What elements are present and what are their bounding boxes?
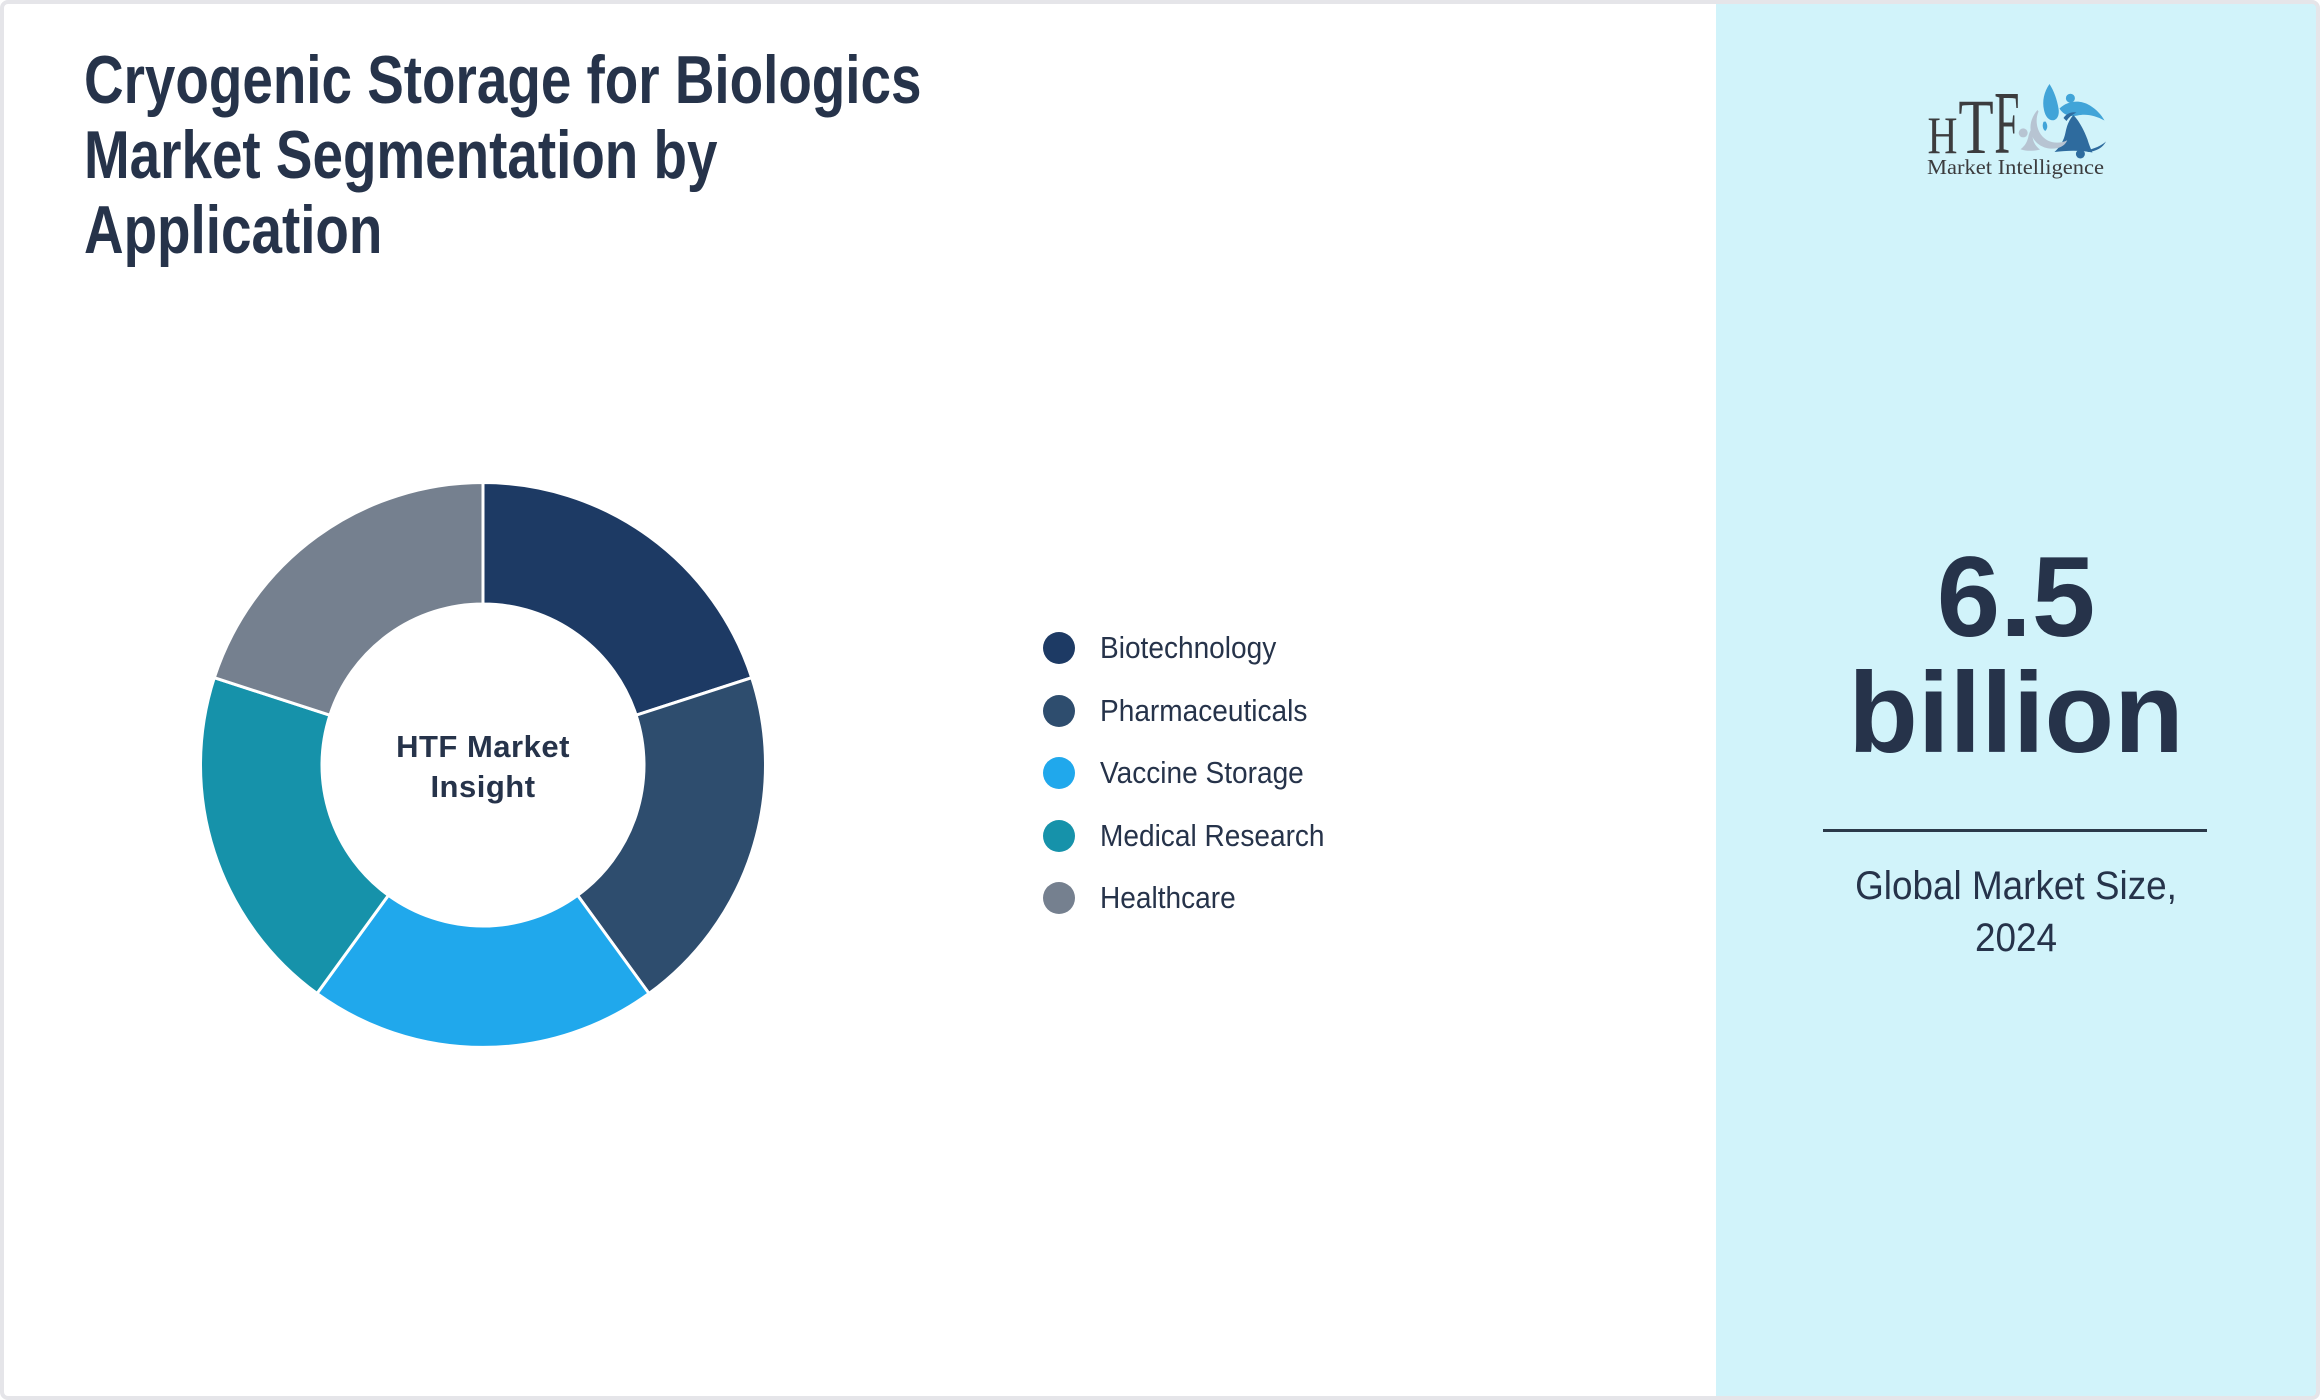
svg-text:H: H xyxy=(1928,107,1958,165)
svg-text:T: T xyxy=(1958,83,1993,170)
svg-text:F: F xyxy=(1994,74,2019,173)
svg-text:Market Intelligence: Market Intelligence xyxy=(1927,155,2104,179)
